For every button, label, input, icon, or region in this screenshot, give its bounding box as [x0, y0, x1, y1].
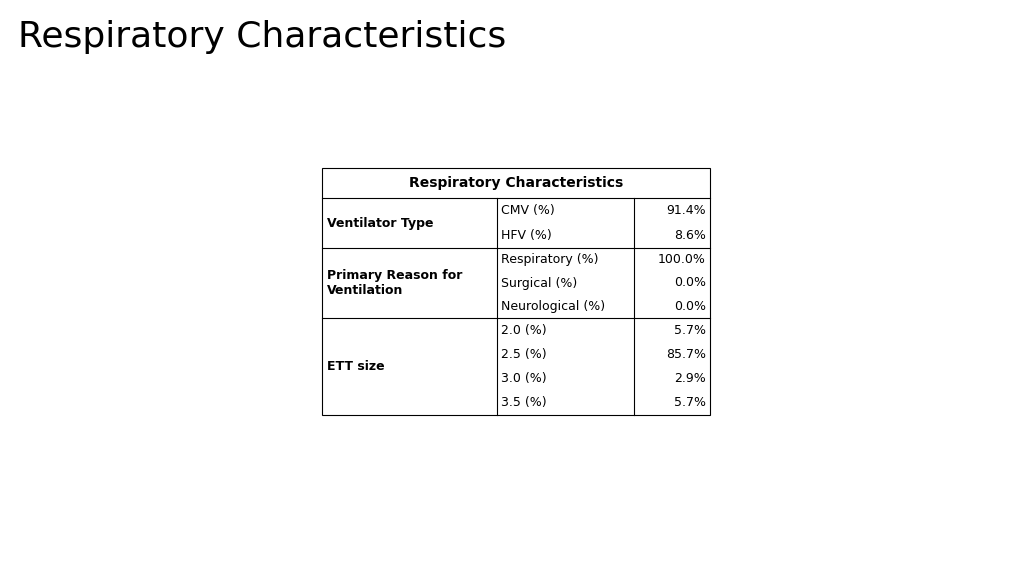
Text: 0.0%: 0.0%: [674, 276, 706, 290]
Text: 2.9%: 2.9%: [674, 372, 706, 385]
Text: Surgical (%): Surgical (%): [501, 276, 578, 290]
Bar: [322, 168, 710, 415]
Text: 8.6%: 8.6%: [674, 229, 706, 242]
Text: 85.7%: 85.7%: [666, 348, 706, 361]
Text: Respiratory Characteristics: Respiratory Characteristics: [18, 20, 506, 54]
Text: HFV (%): HFV (%): [501, 229, 552, 242]
Text: 91.4%: 91.4%: [667, 204, 706, 217]
Text: 100.0%: 100.0%: [658, 253, 706, 266]
Text: Respiratory Characteristics: Respiratory Characteristics: [409, 176, 624, 190]
Text: CMV (%): CMV (%): [501, 204, 555, 217]
Text: 2.5 (%): 2.5 (%): [501, 348, 547, 361]
Text: Neurological (%): Neurological (%): [501, 300, 605, 313]
Text: Respiratory (%): Respiratory (%): [501, 253, 598, 266]
Text: 2.0 (%): 2.0 (%): [501, 324, 547, 336]
Text: Ventilator Type: Ventilator Type: [327, 217, 433, 229]
Text: Primary Reason for
Ventilation: Primary Reason for Ventilation: [327, 269, 463, 297]
Text: 0.0%: 0.0%: [674, 300, 706, 313]
Text: 3.5 (%): 3.5 (%): [501, 396, 547, 410]
Text: ETT size: ETT size: [327, 360, 385, 373]
Text: 5.7%: 5.7%: [674, 396, 706, 410]
Text: 5.7%: 5.7%: [674, 324, 706, 336]
Text: 3.0 (%): 3.0 (%): [501, 372, 547, 385]
